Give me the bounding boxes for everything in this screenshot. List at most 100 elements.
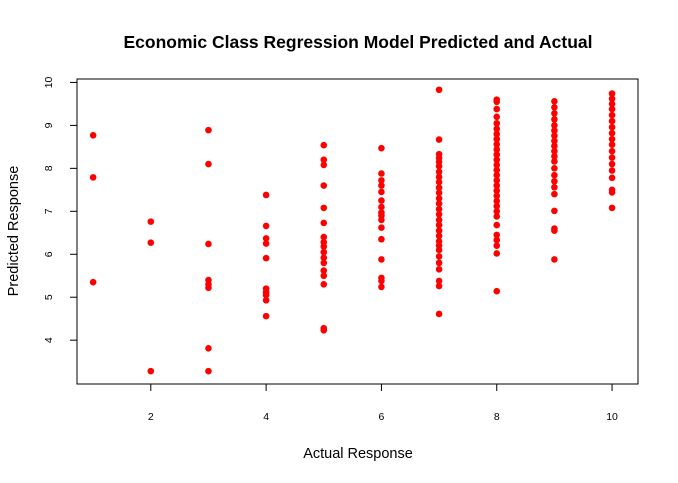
data-point [435,216,443,224]
data-point [608,100,616,108]
data-point [378,235,385,243]
y-tick-label: 9 [43,122,55,128]
data-point [435,205,443,213]
data-point [435,227,443,234]
data-point [435,189,443,197]
data-point [435,136,443,143]
data-point [551,116,558,123]
data-point [551,132,558,140]
data-point [551,142,558,150]
data-point [551,177,558,185]
data-point [378,283,385,291]
data-point [435,266,443,273]
data-point [493,192,501,200]
data-point [551,137,558,145]
data-point [493,135,501,143]
data-point [147,218,155,225]
data-point [493,177,501,184]
data-point [205,126,212,134]
data-point [551,227,558,234]
data-point [435,310,443,318]
data-point [378,188,385,196]
data-point [608,154,616,161]
data-point [262,191,270,199]
data-point [551,256,558,263]
data-point [378,177,385,184]
data-point [378,144,385,152]
data-point [320,281,328,288]
data-point [608,135,616,143]
x-tick-label: 10 [606,411,618,423]
data-point [262,296,270,304]
data-point [435,173,443,181]
data-point [608,95,616,103]
data-point [320,327,328,334]
data-point [435,178,443,186]
data-point [493,161,501,169]
x-tick-label: 2 [148,411,154,423]
data-point [435,253,443,260]
data-point [435,232,443,240]
data-point [493,119,501,127]
data-point [435,162,443,170]
data-point [493,250,501,257]
data-point [435,246,443,254]
data-point [551,104,558,111]
data-point [435,211,443,218]
y-tick-label: 7 [43,208,55,214]
data-point [493,125,501,133]
data-point [205,240,212,248]
data-point [378,256,385,263]
data-point [608,105,616,113]
y-tick-label: 10 [43,76,55,88]
data-point [551,110,558,117]
data-point [435,282,443,290]
data-point [551,127,558,134]
data-point [320,141,328,149]
data-point [435,221,443,229]
data-point [89,278,97,286]
data-point [435,195,443,202]
data-points [89,86,616,375]
data-point [378,277,385,285]
data-point [493,231,501,239]
data-point [493,146,501,153]
y-axis-label: Predicted Response [6,166,22,297]
y-tick-label: 5 [43,294,55,300]
x-tick-label: 8 [494,411,500,423]
data-point [493,242,501,249]
data-point [320,254,328,262]
data-point [493,140,501,148]
data-point [320,156,328,164]
data-point [205,345,212,352]
data-point [608,111,616,119]
data-point [147,367,155,375]
data-point [551,147,558,155]
data-point [435,200,443,207]
data-point [551,171,558,179]
data-point [608,147,616,155]
data-point [262,312,270,320]
y-tick-label: 8 [43,165,55,171]
data-point [493,130,501,138]
data-point [493,166,501,174]
data-point [378,216,385,224]
data-point [493,202,501,210]
y-tick-label: 6 [43,251,55,257]
data-point [608,123,616,131]
data-point [493,113,501,121]
data-point [551,98,558,105]
data-point [205,284,212,292]
data-point [320,182,328,189]
data-point [320,248,328,256]
x-axis-label: Actual Response [303,446,413,462]
data-point [262,254,270,262]
data-point [493,105,501,113]
chart-title: Economic Class Regression Model Predicte… [123,32,592,52]
data-point [608,204,616,212]
data-point [320,233,328,241]
data-point [320,161,328,169]
data-point [262,235,270,242]
data-point [551,190,558,198]
data-point [493,213,501,220]
